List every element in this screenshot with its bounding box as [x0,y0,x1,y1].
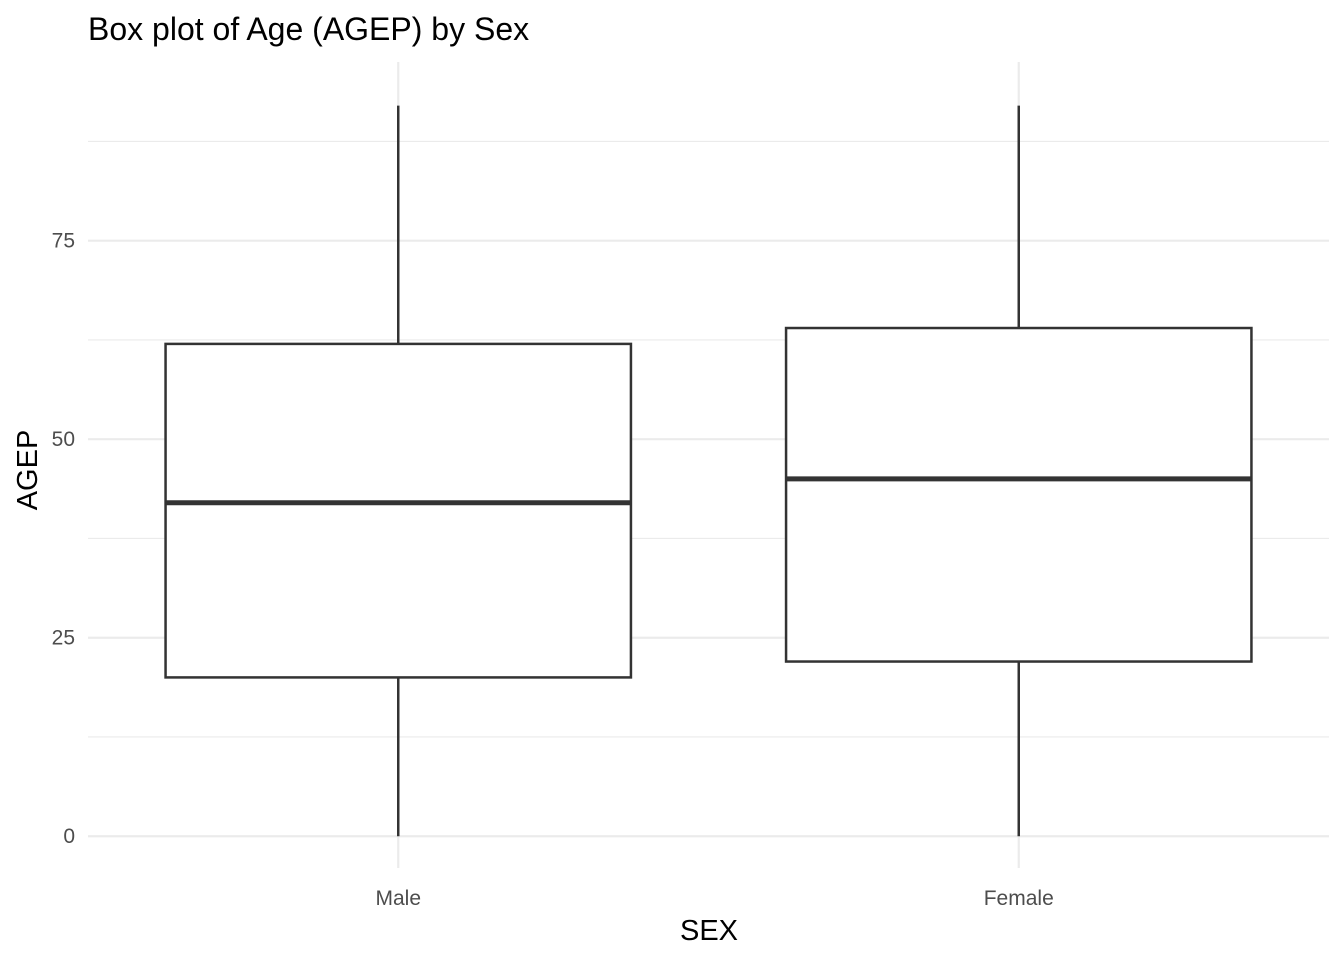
y-tick-label: 75 [52,230,75,253]
x-tick-label-female: Female [984,887,1054,910]
chart-title: Box plot of Age (AGEP) by Sex [88,11,529,47]
x-axis-title: SEX [680,915,738,947]
y-axis-title: AGEP [12,430,44,511]
box-female [784,326,1253,663]
x-tick-label-male: Male [375,887,421,910]
y-tick-label: 25 [52,627,75,650]
y-tick-label: 0 [63,825,75,848]
box-layer [164,105,1253,837]
box-male [164,342,633,679]
y-tick-layer: 0 25 50 75 [52,230,75,849]
y-tick-label: 50 [52,428,75,451]
x-tick-layer: Male Female [375,887,1053,910]
